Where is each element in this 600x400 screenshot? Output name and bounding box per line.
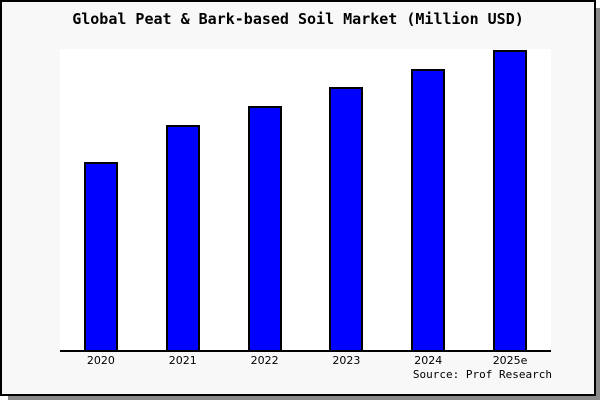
source-note: Source: Prof Research: [412, 368, 552, 381]
x-tick-label-2024: 2024: [414, 354, 443, 367]
bar-2022: [247, 106, 282, 350]
bar-2024: [411, 69, 446, 350]
bar-2020: [83, 162, 118, 350]
x-tick-label-2023: 2023: [332, 354, 361, 367]
x-tick-label-2022: 2022: [250, 354, 279, 367]
x-tick-label-2020: 2020: [86, 354, 115, 367]
plot-area: [60, 49, 551, 352]
bar-2023: [329, 87, 364, 350]
x-tick-label-2021: 2021: [168, 354, 197, 367]
x-tick-label-2025e: 2025e: [492, 354, 528, 367]
bar-2025e: [493, 50, 528, 350]
bar-2021: [165, 125, 200, 350]
chart-title: Global Peat & Bark-based Soil Market (Mi…: [72, 10, 524, 28]
x-axis-labels: 2020 2021 2022 2023 2024 2025e: [2, 354, 594, 370]
